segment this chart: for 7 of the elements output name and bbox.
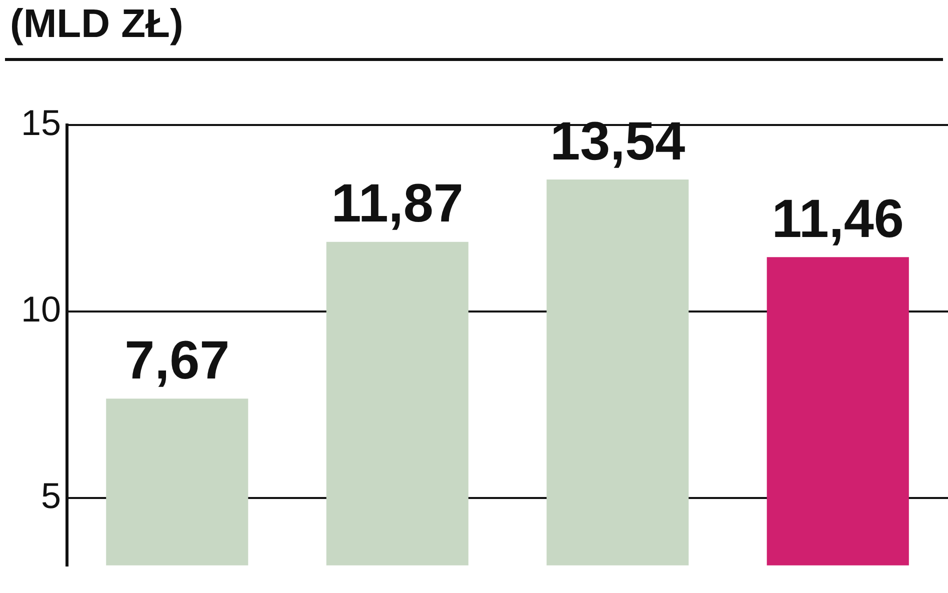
y-tick-label: 15 — [20, 102, 61, 143]
chart-title: (MLD ZŁ) — [10, 2, 184, 47]
data-label: 11,87 — [331, 174, 464, 234]
y-tick-label: 5 — [40, 475, 61, 516]
data-label: 7,67 — [124, 330, 230, 390]
y-tick-label: 10 — [20, 288, 61, 330]
data-label: 11,46 — [772, 189, 904, 250]
